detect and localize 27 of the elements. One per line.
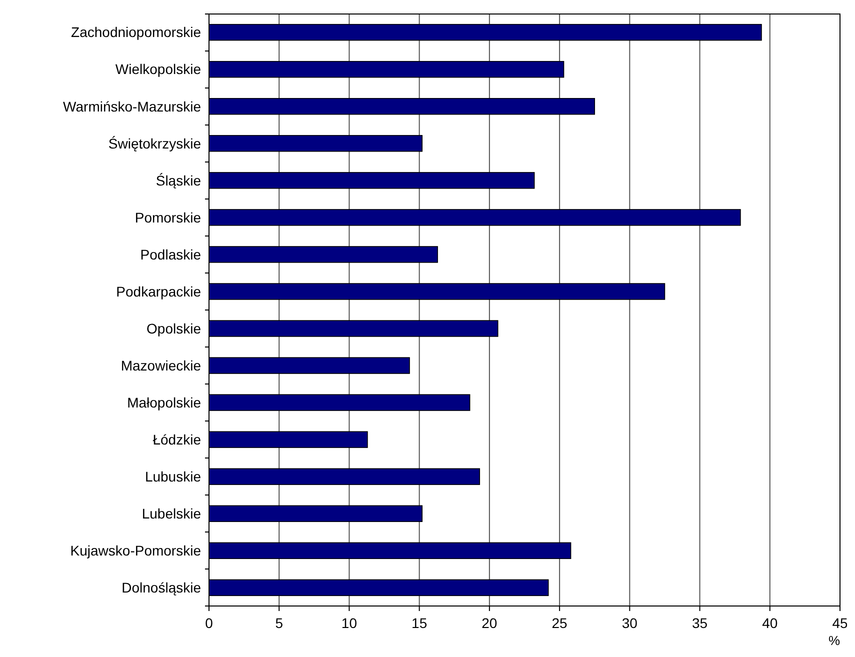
y-tick-label: Mazowieckie — [120, 357, 202, 374]
x-tick-label: 0 — [205, 615, 214, 631]
y-tick-label: Dolnośląskie — [122, 580, 202, 596]
x-tick-label: 30 — [622, 615, 638, 631]
y-tick-label: Podlaskie — [140, 246, 202, 262]
y-tick-label: Warmińsko-Mazurskie — [63, 98, 202, 114]
x-tick-label: 25 — [552, 615, 568, 631]
y-tick-label: Zachodniopomorskie — [71, 24, 202, 40]
x-tick-label: 10 — [341, 615, 358, 631]
y-tick-label: Opolskie — [146, 320, 202, 336]
y-tick-label: Pomorskie — [134, 209, 202, 226]
y-tick-label: Kujawsko-Pomorskie — [70, 542, 202, 559]
x-axis-title: % — [828, 633, 840, 648]
y-tick-label: Lubelskie — [142, 506, 202, 522]
x-tick-label: 35 — [692, 615, 708, 631]
x-tick-label: 15 — [412, 615, 428, 631]
y-tick-label: Lubuskie — [144, 468, 202, 485]
y-tick-label: Łódzkie — [152, 431, 202, 448]
x-tick-label: 45 — [832, 615, 848, 631]
x-tick-label: 20 — [482, 615, 498, 631]
y-tick-label: Wielkopolskie — [115, 61, 202, 78]
y-tick-label: Śląskie — [156, 172, 202, 188]
y-tick-label: Małopolskie — [127, 394, 202, 410]
x-tick-label: 5 — [275, 615, 284, 631]
x-tick-label: 40 — [762, 615, 778, 631]
y-tick-label: Świętokrzyskie — [108, 135, 202, 152]
y-tick-label: Podkarpackie — [116, 283, 202, 300]
